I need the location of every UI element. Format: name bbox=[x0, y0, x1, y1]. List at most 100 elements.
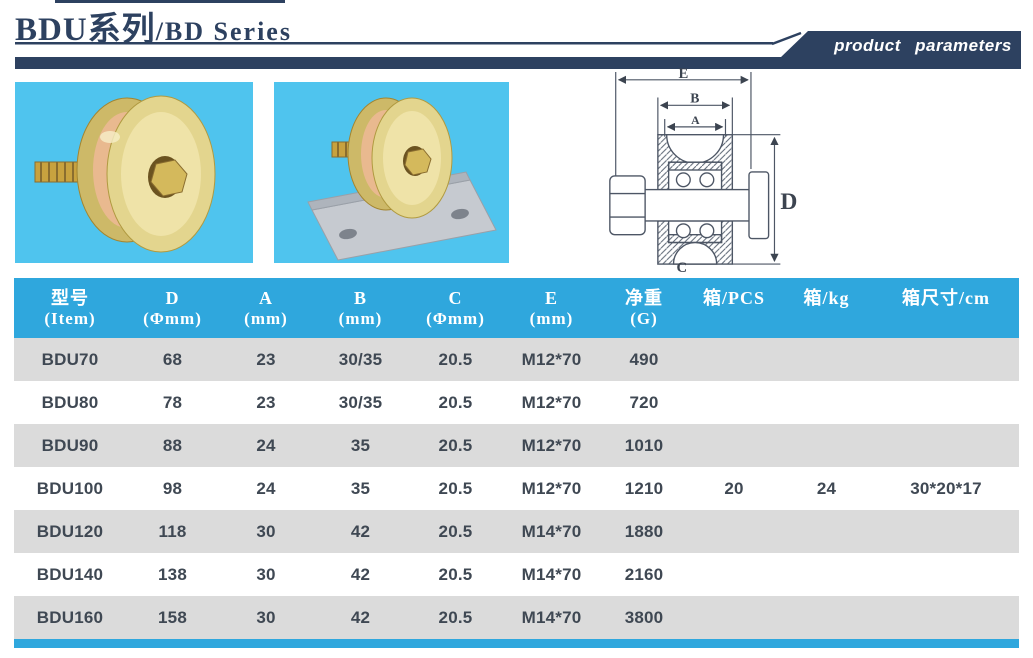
dim-label-B: B bbox=[690, 90, 699, 105]
table-row-bdu80: BDU80 78 23 30/35 20.5 M12*70 720 bbox=[14, 381, 1019, 424]
cell-boxsize bbox=[873, 553, 1019, 596]
product-photo-pulley-stud bbox=[15, 82, 253, 263]
product-parameters-ribbon: product parameters bbox=[834, 36, 1012, 55]
cell-kg bbox=[780, 338, 873, 381]
pulley-stud-illustration bbox=[34, 95, 216, 253]
cell-a: 24 bbox=[256, 478, 276, 498]
cell-weight: 1010 bbox=[600, 424, 688, 467]
series-title-en: /BD Series bbox=[155, 17, 292, 46]
col-header-b: B (mm) bbox=[313, 278, 408, 338]
cell-c: 20.5 bbox=[408, 510, 503, 553]
cell-item: BDU100 bbox=[36, 478, 104, 498]
cell-kg bbox=[780, 596, 873, 639]
cell-pcs bbox=[688, 553, 780, 596]
cell-boxsize bbox=[873, 338, 1019, 381]
cell-a: 30 bbox=[256, 564, 276, 584]
col-header-weight: 净重 (G) bbox=[600, 278, 688, 338]
cell-b: 42 bbox=[313, 596, 408, 639]
col-header-box-size: 箱尺寸/cm bbox=[873, 278, 1019, 338]
col-header-pcs-per-box: 箱/PCS bbox=[688, 278, 780, 338]
dimension-diagram: E B A D C bbox=[609, 66, 797, 274]
cell-kg bbox=[780, 381, 873, 424]
dim-label-E: E bbox=[678, 66, 688, 82]
cell-e: M12*70 bbox=[503, 424, 600, 467]
product-photo-pulley-bracket bbox=[274, 82, 509, 263]
cell-b: 42 bbox=[350, 564, 371, 584]
dim-label-A: A bbox=[691, 114, 700, 127]
cell-d: 78 bbox=[162, 392, 183, 412]
table-row-bdu140: BDU140 138 30 42 20.5 M14*70 2160 bbox=[14, 553, 1019, 596]
cell-boxsize bbox=[873, 424, 1019, 467]
cell-a: 23 bbox=[256, 392, 276, 412]
cell-pcs bbox=[688, 510, 780, 553]
cell-e: M12*70 bbox=[521, 392, 582, 412]
cell-e: M12*70 bbox=[503, 338, 600, 381]
cell-b: 42 bbox=[313, 510, 408, 553]
cell-d: 158 bbox=[126, 596, 219, 639]
table-row-bdu120: BDU120 118 30 42 20.5 M14*70 1880 bbox=[14, 510, 1019, 553]
cell-kg: 24 bbox=[816, 478, 837, 498]
cell-d: 88 bbox=[126, 424, 219, 467]
cell-item: BDU140 bbox=[36, 564, 104, 584]
cell-kg bbox=[780, 510, 873, 553]
cell-d: 118 bbox=[126, 510, 219, 553]
col-header-item: 型号 (Item) bbox=[14, 278, 126, 338]
cell-c: 20.5 bbox=[408, 338, 503, 381]
dim-label-C: C bbox=[676, 260, 687, 274]
col-header-kg-per-box: 箱/kg bbox=[780, 278, 873, 338]
page-title: BDU系列/BD Series bbox=[15, 2, 292, 50]
cell-c: 20.5 bbox=[438, 564, 473, 584]
cell-d: 138 bbox=[158, 564, 187, 584]
cell-c: 20.5 bbox=[408, 424, 503, 467]
cell-e: M14*70 bbox=[503, 510, 600, 553]
cell-weight: 720 bbox=[629, 392, 659, 412]
cell-kg bbox=[780, 424, 873, 467]
cell-b: 30/35 bbox=[313, 338, 408, 381]
col-header-c: C (Φmm) bbox=[408, 278, 503, 338]
pulley-bracket-illustration bbox=[307, 97, 497, 261]
cell-weight: 2160 bbox=[624, 564, 664, 584]
cell-b: 35 bbox=[350, 478, 371, 498]
cell-weight: 490 bbox=[600, 338, 688, 381]
cell-kg bbox=[780, 553, 873, 596]
cell-d: 68 bbox=[126, 338, 219, 381]
col-header-a: A (mm) bbox=[219, 278, 313, 338]
table-row-bdu90: BDU90 88 24 35 20.5 M12*70 1010 bbox=[14, 424, 1019, 467]
cell-item: BDU160 bbox=[14, 596, 126, 639]
cell-boxsize bbox=[873, 596, 1019, 639]
table-row-bdu70: BDU70 68 23 30/35 20.5 M12*70 490 bbox=[14, 338, 1019, 381]
series-title-cn: BDU系列 bbox=[15, 12, 156, 48]
cell-item: BDU80 bbox=[41, 392, 99, 412]
header-decoration bbox=[15, 0, 1021, 69]
cell-a: 30 bbox=[219, 510, 313, 553]
cell-a: 24 bbox=[219, 424, 313, 467]
col-header-e: E (mm) bbox=[503, 278, 600, 338]
cell-e: M12*70 bbox=[521, 478, 582, 498]
cell-b: 30/35 bbox=[338, 392, 383, 412]
cell-pcs bbox=[688, 424, 780, 467]
product-parameters-table: 型号 (Item) D (Φmm) A (mm) B (mm) C (Φmm) E (mm)… bbox=[14, 278, 1019, 639]
col-header-d: D (Φmm) bbox=[126, 278, 219, 338]
cell-pcs bbox=[688, 596, 780, 639]
cell-boxsize bbox=[873, 510, 1019, 553]
cell-item: BDU90 bbox=[14, 424, 126, 467]
cell-weight: 1880 bbox=[600, 510, 688, 553]
cell-item: BDU120 bbox=[14, 510, 126, 553]
cell-d: 98 bbox=[162, 478, 183, 498]
cell-a: 23 bbox=[219, 338, 313, 381]
cell-e: M14*70 bbox=[521, 564, 582, 584]
cell-pcs bbox=[688, 381, 780, 424]
cell-c: 20.5 bbox=[438, 478, 473, 498]
table-header-row: 型号 (Item) D (Φmm) A (mm) B (mm) C (Φmm) E (mm)… bbox=[14, 278, 1019, 338]
cell-weight: 1210 bbox=[624, 478, 664, 498]
table-row-bdu160: BDU160 158 30 42 20.5 M14*70 3800 bbox=[14, 596, 1019, 639]
cell-boxsize: 30*20*17 bbox=[910, 478, 982, 498]
cell-item: BDU70 bbox=[14, 338, 126, 381]
cell-c: 20.5 bbox=[438, 392, 473, 412]
cell-weight: 3800 bbox=[600, 596, 688, 639]
cell-pcs bbox=[688, 338, 780, 381]
cell-c: 20.5 bbox=[408, 596, 503, 639]
dim-label-D: D bbox=[780, 189, 797, 215]
cell-e: M14*70 bbox=[503, 596, 600, 639]
